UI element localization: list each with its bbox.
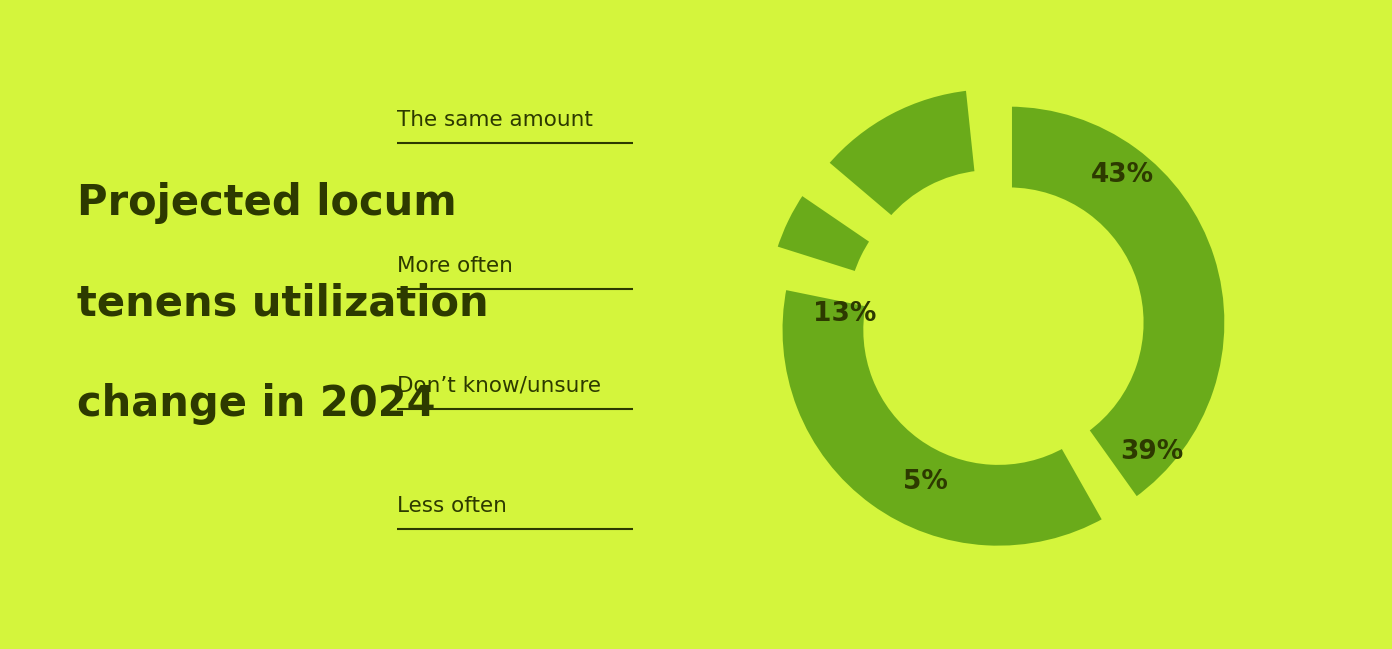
Text: 13%: 13%: [813, 300, 876, 326]
Wedge shape: [825, 87, 979, 220]
Text: change in 2024: change in 2024: [77, 383, 436, 425]
Text: More often: More often: [397, 256, 512, 276]
Wedge shape: [1009, 103, 1228, 501]
Text: 43%: 43%: [1091, 162, 1154, 188]
Wedge shape: [780, 286, 1107, 549]
Text: Projected locum: Projected locum: [77, 182, 457, 224]
Wedge shape: [774, 191, 874, 275]
Text: 39%: 39%: [1119, 439, 1183, 465]
Text: tenens utilization: tenens utilization: [77, 282, 489, 324]
Text: 5%: 5%: [903, 469, 948, 495]
Text: Don’t know/unsure: Don’t know/unsure: [397, 376, 601, 396]
Text: Less often: Less often: [397, 496, 507, 516]
Text: The same amount: The same amount: [397, 110, 593, 130]
